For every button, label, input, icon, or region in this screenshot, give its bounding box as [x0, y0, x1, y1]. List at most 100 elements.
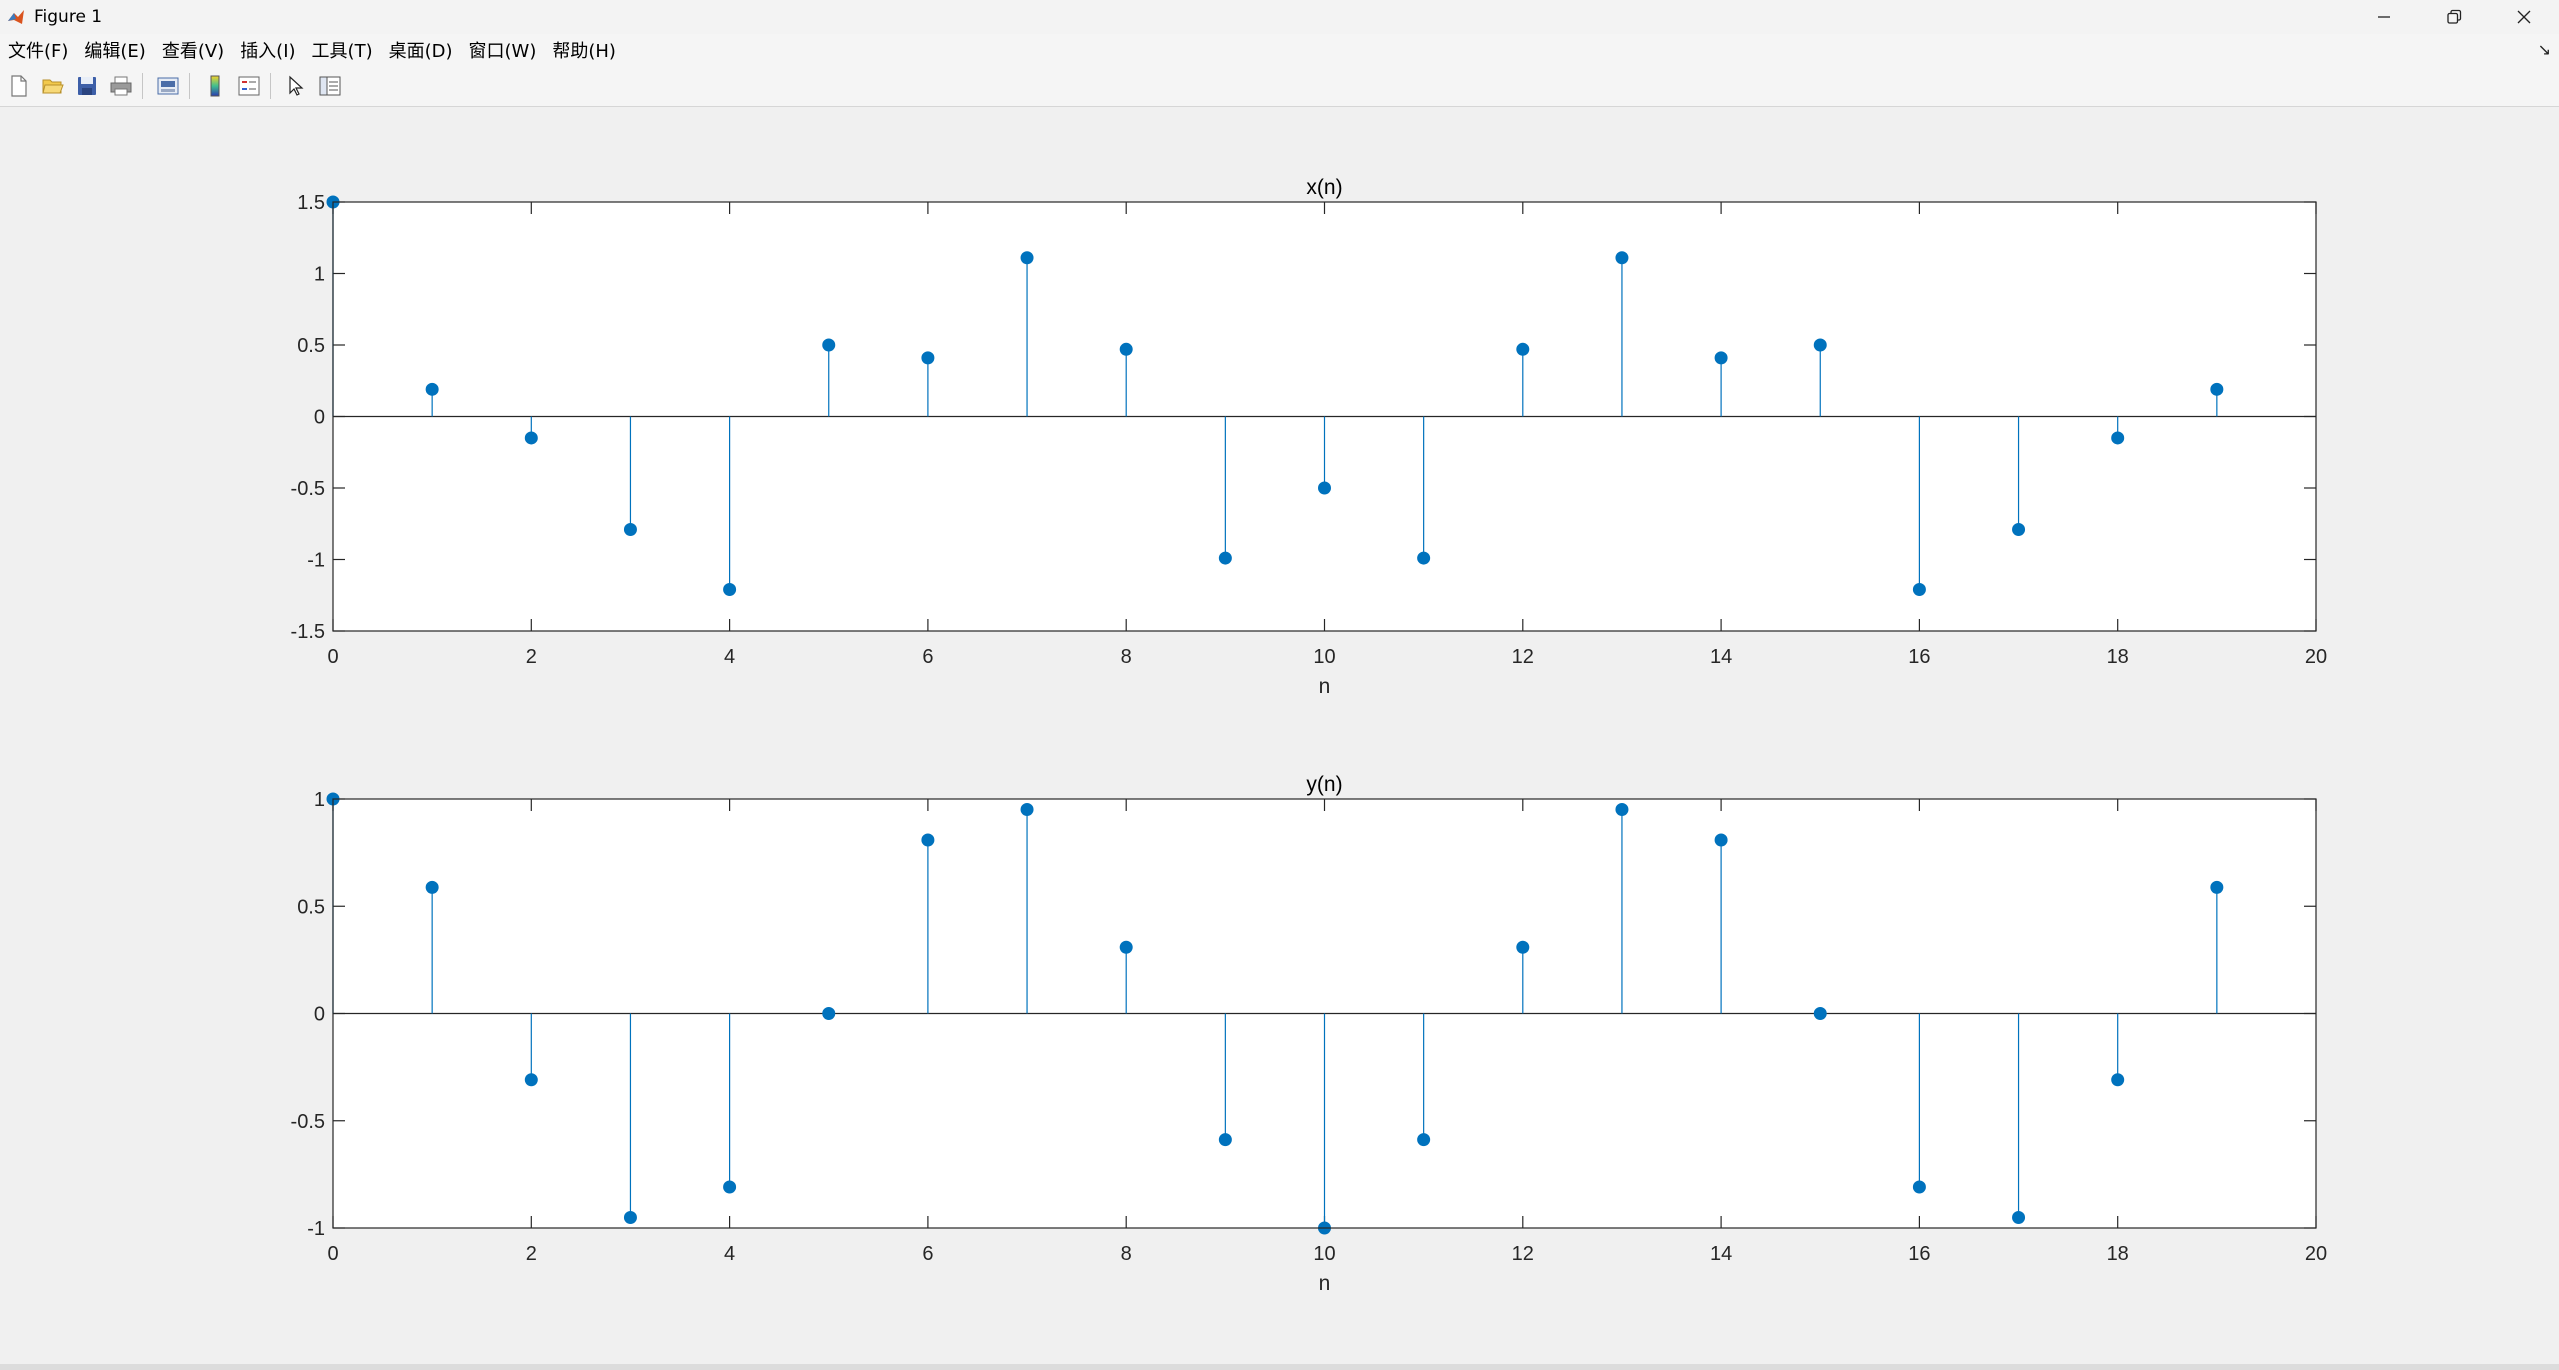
x-tick-label: 20 — [2305, 646, 2327, 668]
x-tick-label: 0 — [327, 1243, 338, 1265]
stem-marker — [2111, 1073, 2125, 1087]
x-tick-label: 12 — [1512, 646, 1534, 668]
dock-arrow-icon[interactable]: ↘ — [2537, 40, 2551, 59]
stem-marker — [921, 351, 935, 365]
property-inspector-icon[interactable] — [315, 71, 345, 101]
x-axis-label: n — [1319, 1272, 1331, 1295]
y-tick-label: -0.5 — [291, 1111, 325, 1133]
x-tick-label: 8 — [1121, 1243, 1132, 1265]
x-tick-label: 0 — [327, 646, 338, 668]
stem-marker — [2210, 382, 2224, 396]
axes-1: 0 2 4 6 8 10 12 14 16 18 20 -1.5 -1 -0.5 0 0.5 1 1.5 x(n) n — [291, 176, 2328, 698]
figure-toolbar — [0, 66, 2559, 107]
x-tick-label: 14 — [1710, 646, 1732, 668]
stem-marker — [623, 1210, 637, 1224]
stem-marker — [921, 833, 935, 847]
x-tick-label: 2 — [526, 646, 537, 668]
axes-2: 0 2 4 6 8 10 12 14 16 18 20 -1 -0.5 0 0.5 1 y(n) n — [291, 773, 2328, 1295]
colorbar-icon[interactable] — [200, 71, 230, 101]
toolbar-separator — [142, 73, 143, 99]
stem-marker — [1516, 940, 1530, 954]
menu-tools[interactable]: 工具(T) — [311, 41, 373, 62]
x-tick-label: 4 — [724, 646, 735, 668]
stem-marker — [623, 522, 637, 536]
new-figure-icon[interactable] — [4, 71, 34, 101]
open-file-icon[interactable] — [38, 71, 68, 101]
stem-marker — [1218, 1133, 1232, 1147]
stem-marker — [1218, 551, 1232, 565]
stem-marker — [822, 338, 836, 352]
x-tick-label: 6 — [922, 1243, 933, 1265]
restore-icon[interactable] — [2419, 0, 2489, 34]
y-tick-label: 0 — [314, 407, 325, 429]
y-tick-label: 1.5 — [297, 192, 325, 214]
x-tick-label: 20 — [2305, 1243, 2327, 1265]
menu-insert[interactable]: 插入(I) — [240, 41, 296, 62]
legend-icon[interactable] — [234, 71, 264, 101]
axes-box — [332, 798, 2317, 1229]
menu-desktop[interactable]: 桌面(D) — [388, 41, 453, 62]
stem-marker — [524, 431, 538, 445]
toolbar-separator — [270, 73, 271, 99]
chart-title: x(n) — [1306, 176, 1342, 199]
toolbar-separator — [189, 73, 190, 99]
stem-marker — [2012, 1210, 2026, 1224]
menu-window[interactable]: 窗口(W) — [468, 41, 537, 62]
x-tick-label: 10 — [1313, 1243, 1335, 1265]
stem-marker — [1417, 1133, 1431, 1147]
print-icon[interactable] — [106, 71, 136, 101]
menu-view[interactable]: 查看(V) — [161, 41, 225, 62]
save-icon[interactable] — [72, 71, 102, 101]
menu-bar: 文件(F) 编辑(E) 查看(V) 插入(I) 工具(T) 桌面(D) 窗口(W… — [0, 34, 2559, 66]
x-tick-label: 4 — [724, 1243, 735, 1265]
stem-marker — [1714, 351, 1728, 365]
matlab-logo-icon — [6, 7, 26, 27]
y-tick-label: 0.5 — [297, 896, 325, 918]
close-icon[interactable] — [2489, 0, 2559, 34]
y-tick-label: -1 — [307, 550, 325, 572]
window-bottom-edge — [0, 1364, 2559, 1370]
stem-marker — [2111, 431, 2125, 445]
x-tick-label: 14 — [1710, 1243, 1732, 1265]
menu-help[interactable]: 帮助(H) — [552, 41, 616, 62]
x-tick-label: 6 — [922, 646, 933, 668]
y-tick-label: -0.5 — [291, 478, 325, 500]
x-tick-label: 2 — [526, 1243, 537, 1265]
y-tick-label: 0 — [314, 1004, 325, 1026]
stem-marker — [723, 1180, 737, 1194]
stem-marker — [1417, 551, 1431, 565]
stem-marker — [1119, 940, 1133, 954]
stem-marker — [524, 1073, 538, 1087]
minimize-icon[interactable] — [2349, 0, 2419, 34]
figure-svg: 0 2 4 6 8 10 12 14 16 18 20-1.5-1-0.500.511.5x(n)n… — [291, 176, 2328, 1295]
stem-marker — [2210, 880, 2224, 894]
y-tick-label: -1.5 — [291, 621, 325, 643]
window-title: Figure 1 — [34, 7, 103, 27]
stem-marker — [1813, 338, 1827, 352]
stem-marker — [1516, 342, 1530, 356]
menu-edit[interactable]: 编辑(E) — [84, 41, 146, 62]
stem-marker — [1020, 251, 1034, 265]
y-tick-label: 1 — [314, 789, 325, 811]
figure-canvas[interactable]: 0 2 4 6 8 10 12 14 16 18 20 -1.5 -1 -0.5 0 0.5 1 1.5 x(n) n… — [0, 107, 2559, 1364]
stem-marker — [1813, 1007, 1827, 1020]
stem-marker — [1912, 583, 1926, 597]
axes-box — [332, 201, 2317, 632]
y-tick-label: -1 — [307, 1218, 325, 1240]
stem-marker — [822, 1007, 836, 1020]
stem-marker — [1615, 803, 1629, 817]
window-controls — [2349, 0, 2559, 34]
pointer-icon[interactable] — [281, 71, 311, 101]
title-bar: Figure 1 — [0, 0, 2559, 34]
stem-marker — [1020, 803, 1034, 817]
stem-marker — [425, 880, 439, 894]
stem-marker — [425, 382, 439, 396]
print-preview-icon[interactable] — [153, 71, 183, 101]
x-tick-label: 10 — [1313, 646, 1335, 668]
x-axis-label: n — [1319, 675, 1331, 698]
x-tick-label: 18 — [2107, 1243, 2129, 1265]
stem-marker — [723, 583, 737, 597]
menu-file[interactable]: 文件(F) — [8, 41, 69, 62]
x-tick-label: 16 — [1908, 646, 1930, 668]
y-tick-label: 1 — [314, 264, 325, 286]
